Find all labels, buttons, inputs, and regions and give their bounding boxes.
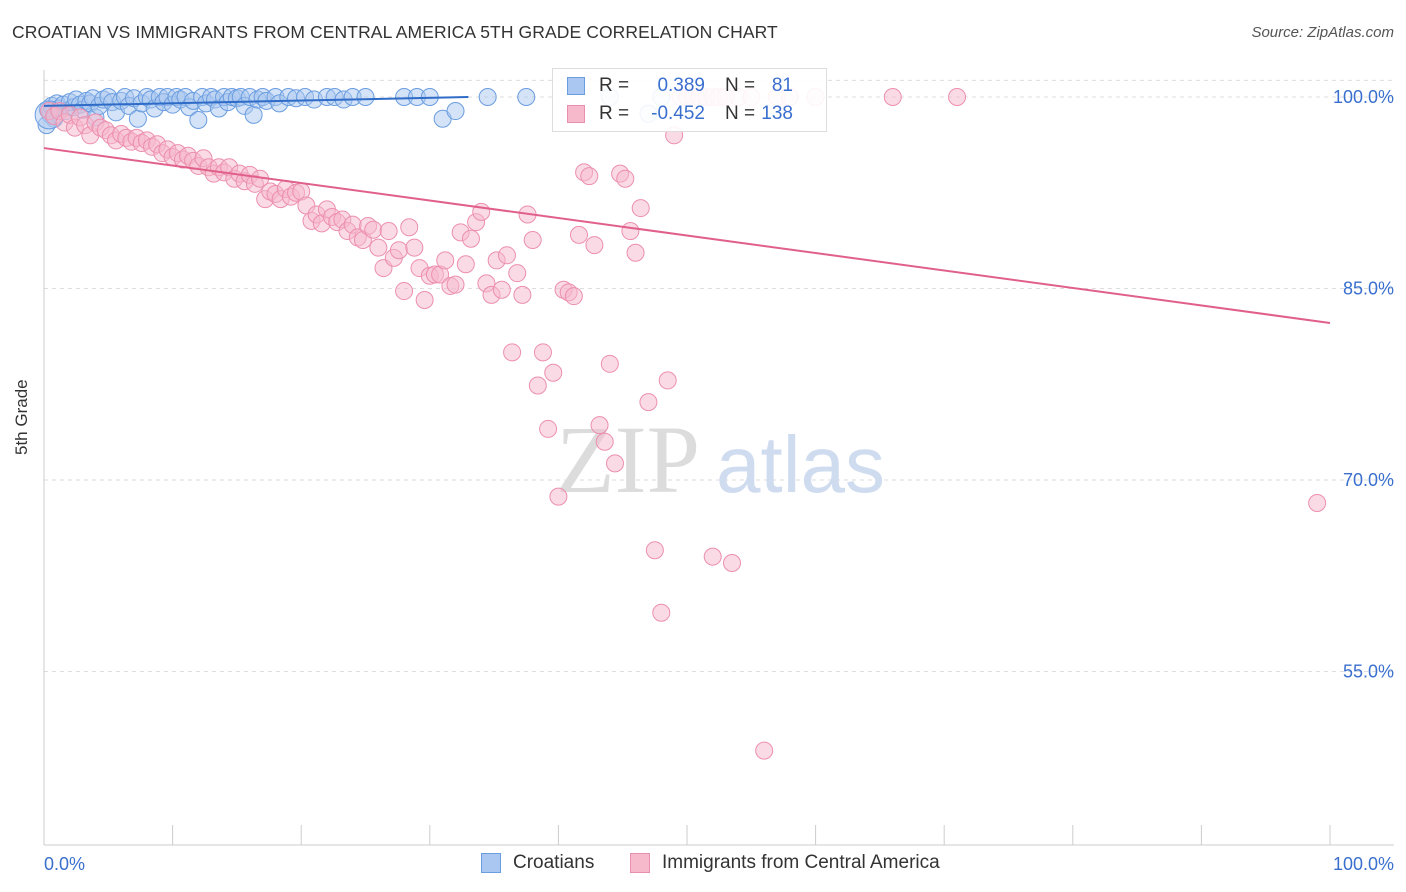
legend-n-label: N =	[725, 75, 756, 96]
central-america-point	[405, 238, 424, 257]
croatians-point	[189, 110, 208, 129]
central-america-point	[369, 238, 388, 257]
central-america-point	[497, 246, 516, 265]
central-america-point	[539, 419, 558, 438]
central-america-point	[528, 376, 547, 395]
central-america-trend-line	[43, 147, 1331, 324]
central-america-point	[446, 275, 465, 294]
watermark-atlas: atlas	[716, 420, 885, 509]
central-america-point	[703, 547, 722, 566]
croatians-point	[356, 88, 375, 106]
central-america-point	[379, 222, 398, 241]
stats-legend: R = 0.389 N = 81 R = -0.452 N = 138	[552, 68, 827, 132]
y-axis-label: 5th Grade	[12, 379, 31, 455]
central-america-point	[590, 416, 609, 435]
pink-swatch	[567, 105, 585, 123]
central-america-point	[533, 343, 552, 362]
central-america-point	[652, 603, 671, 622]
y-tick-label: 70.0%	[1343, 470, 1394, 490]
axes	[43, 70, 1394, 846]
central-america-point	[415, 290, 434, 309]
source-label: Source: ZipAtlas.com	[1251, 24, 1394, 41]
central-america-point	[523, 230, 542, 249]
legend-row-central-america: R = -0.452 N = 138	[567, 102, 793, 126]
x-tick-label: 0.0%	[44, 854, 85, 874]
central-america-point	[639, 393, 658, 412]
central-america-point	[569, 225, 588, 244]
croatians-point	[446, 102, 465, 121]
central-america-point	[395, 282, 414, 301]
legend-item-croatians[interactable]: Croatians	[481, 852, 594, 874]
central-america-point	[723, 553, 742, 572]
central-america-point	[508, 264, 527, 283]
legend-item-central-america[interactable]: Immigrants from Central America	[630, 852, 940, 874]
central-america-point	[436, 251, 455, 270]
croatians-point	[517, 88, 536, 106]
legend-n-value: 81	[771, 75, 793, 96]
croatians-point	[478, 88, 497, 106]
central-america-point	[631, 199, 650, 218]
blue-swatch	[567, 77, 585, 95]
y-tick-label: 85.0%	[1343, 279, 1394, 299]
y-tick-label: 100.0%	[1333, 87, 1394, 107]
central-america-point	[883, 88, 902, 106]
central-america-point	[645, 541, 664, 560]
central-america-point	[503, 343, 522, 362]
central-america-point	[755, 741, 774, 760]
central-america-point	[564, 287, 583, 306]
central-america-point	[544, 363, 563, 382]
central-america-point	[580, 167, 599, 186]
central-america-point	[658, 371, 677, 390]
central-america-point	[549, 487, 568, 506]
trend-lines	[43, 96, 1331, 324]
legend-r-value: 0.389	[657, 75, 705, 96]
central-america-point	[513, 285, 532, 304]
central-america-point	[605, 454, 624, 473]
central-america-point	[400, 218, 419, 237]
y-tick-label: 55.0%	[1343, 662, 1394, 682]
tick-labels: 100.0% 85.0% 70.0% 55.0% 0.0% 100.0%	[44, 87, 1394, 874]
legend-n-label: N =	[725, 103, 756, 124]
chart-title: CROATIAN VS IMMIGRANTS FROM CENTRAL AMER…	[12, 22, 778, 42]
central-america-point	[948, 88, 967, 106]
central-america-point	[626, 243, 645, 262]
legend-label-central-america: Immigrants from Central America	[662, 852, 940, 873]
legend-r-label: R =	[599, 75, 630, 96]
croatians-trend-line	[43, 96, 469, 107]
croatians-point	[128, 109, 147, 128]
croatians-swatch	[481, 853, 501, 873]
central-america-point	[585, 236, 604, 255]
legend-label-croatians: Croatians	[513, 852, 595, 873]
central-america-point	[461, 229, 480, 248]
central-america-point	[621, 222, 640, 241]
central-america-point	[616, 169, 635, 188]
legend-row-croatians: R = 0.389 N = 81	[567, 74, 793, 98]
legend-r-label: R =	[599, 103, 630, 124]
legend-n-value: 138	[761, 103, 793, 124]
central-america-point	[600, 354, 619, 373]
croatians-point	[244, 105, 263, 124]
series-legend: Croatians Immigrants from Central Americ…	[0, 852, 1406, 876]
central-america-point	[389, 241, 408, 260]
central-america-point	[492, 280, 511, 299]
central-america-point	[1308, 493, 1327, 512]
central-america-point	[364, 220, 383, 239]
x-tick-label: 100.0%	[1333, 854, 1394, 874]
central-america-point	[595, 432, 614, 451]
central-america-point	[456, 255, 475, 274]
legend-r-value: -0.452	[651, 103, 705, 124]
watermark-zip: ZIP	[556, 406, 700, 513]
central-america-swatch	[630, 853, 650, 873]
